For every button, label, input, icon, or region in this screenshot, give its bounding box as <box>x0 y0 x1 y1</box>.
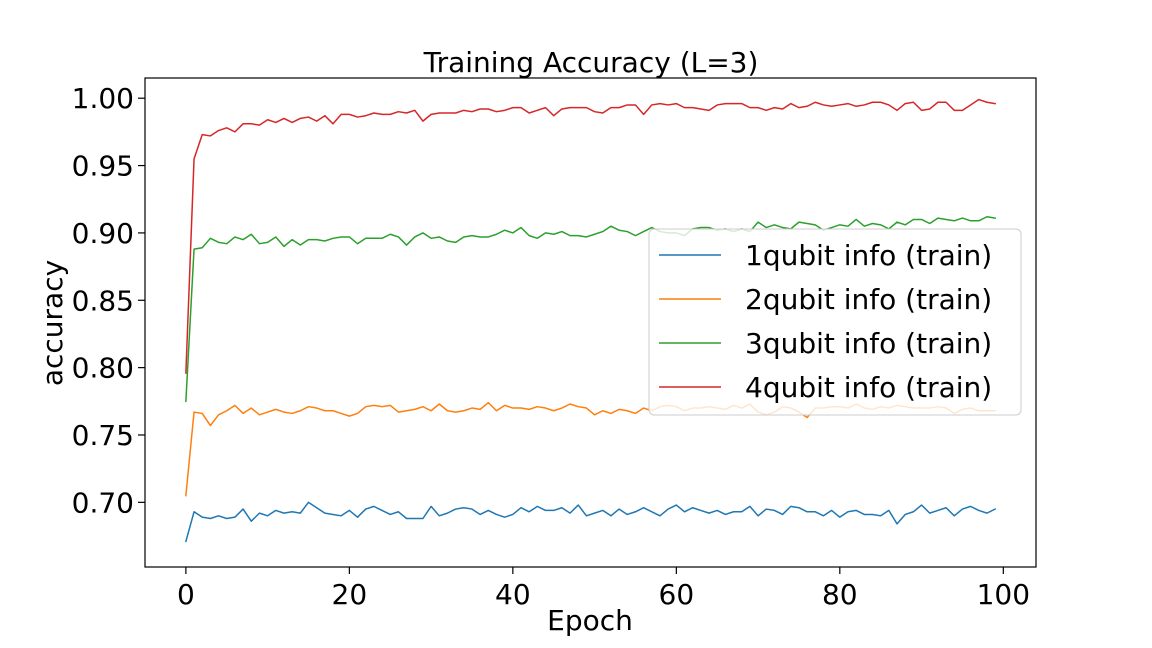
x-tick-label: 100 <box>977 578 1030 611</box>
legend-entries: 1qubit info (train) 2qubit info (train) 3q… <box>659 239 992 404</box>
y-tick-label: 1.00 <box>72 82 134 115</box>
x-tick-label: 40 <box>495 578 531 611</box>
legend-label: 4qubit info (train) <box>745 371 992 404</box>
series-line-1 <box>184 501 997 543</box>
y-tick-label: 0.70 <box>72 486 134 519</box>
plot-frame <box>144 77 1037 568</box>
x-axis: 0 20 40 60 80 100 <box>177 567 1030 611</box>
chart-title: Training Accuracy (L=3) <box>423 46 759 79</box>
series-line-3 <box>185 216 996 403</box>
y-tick-label: 0.85 <box>72 284 134 317</box>
x-tick-label: 20 <box>332 578 368 611</box>
y-tick-label: 0.95 <box>72 150 134 183</box>
y-tick-label: 0.80 <box>72 352 134 385</box>
legend-label: 2qubit info (train) <box>745 283 992 316</box>
legend-label: 3qubit info (train) <box>745 327 992 360</box>
y-axis-label: accuracy <box>36 260 69 386</box>
y-tick-label: 0.90 <box>72 217 134 250</box>
x-tick-label: 80 <box>822 578 858 611</box>
x-axis-label: Epoch <box>547 604 633 637</box>
y-axis: 0.70 0.75 0.80 0.85 0.90 0.95 1.00 <box>72 82 145 519</box>
series-layer <box>184 98 997 543</box>
legend-box <box>648 228 1022 416</box>
y-tick-label: 0.75 <box>72 419 134 452</box>
x-tick-label: 0 <box>177 578 195 611</box>
series-line-4 <box>185 98 996 374</box>
legend-label: 1qubit info (train) <box>745 239 992 272</box>
legend: 1qubit info (train) 2qubit info (train) 3q… <box>648 228 1022 416</box>
x-tick-label: 60 <box>659 578 695 611</box>
